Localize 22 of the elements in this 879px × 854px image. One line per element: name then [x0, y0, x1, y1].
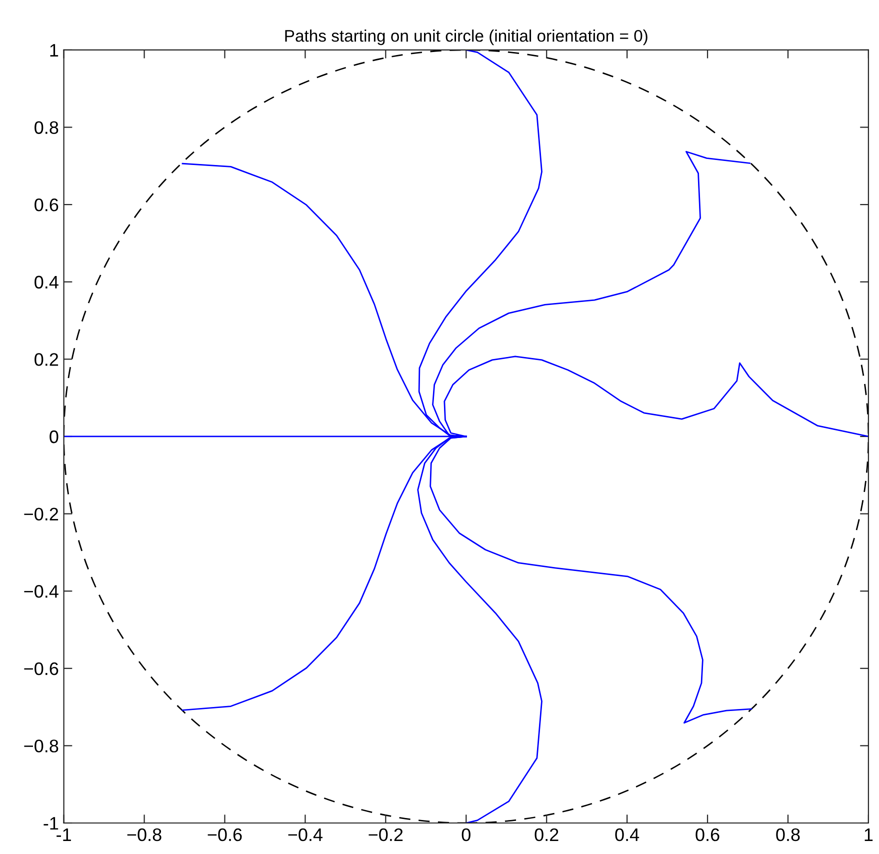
y-tick-label: 0.2: [34, 353, 58, 366]
x-tick-label: −0.4: [288, 828, 322, 842]
y-tick-label: 0.8: [34, 121, 58, 134]
y-tick-label: -1: [44, 817, 58, 830]
x-tick-label: −0.8: [127, 828, 162, 842]
x-tick-label: 0: [462, 828, 470, 842]
y-tick-label: −0.6: [24, 662, 58, 676]
y-tick-label: 0.6: [34, 198, 58, 212]
x-tick-label: −0.6: [208, 828, 242, 842]
x-tick-label: 0.6: [696, 828, 720, 842]
y-tick-label: −0.8: [24, 740, 58, 752]
x-tick-label: 0.8: [776, 828, 800, 842]
x-tick-label: 1: [864, 828, 873, 841]
x-tick-label: 0.4: [615, 828, 640, 842]
y-tick-label: 1: [50, 44, 58, 56]
y-tick-label: 0.4: [34, 276, 58, 289]
x-tick-label: −0.2: [368, 828, 403, 842]
y-tick-label: −0.2: [24, 508, 58, 521]
y-tick-label: −0.4: [24, 585, 58, 598]
chart-title: Paths starting on unit circle (initial orientation = 0): [285, 30, 648, 46]
x-tick-label: 0.2: [534, 828, 558, 842]
y-tick-label: 0: [50, 430, 58, 444]
